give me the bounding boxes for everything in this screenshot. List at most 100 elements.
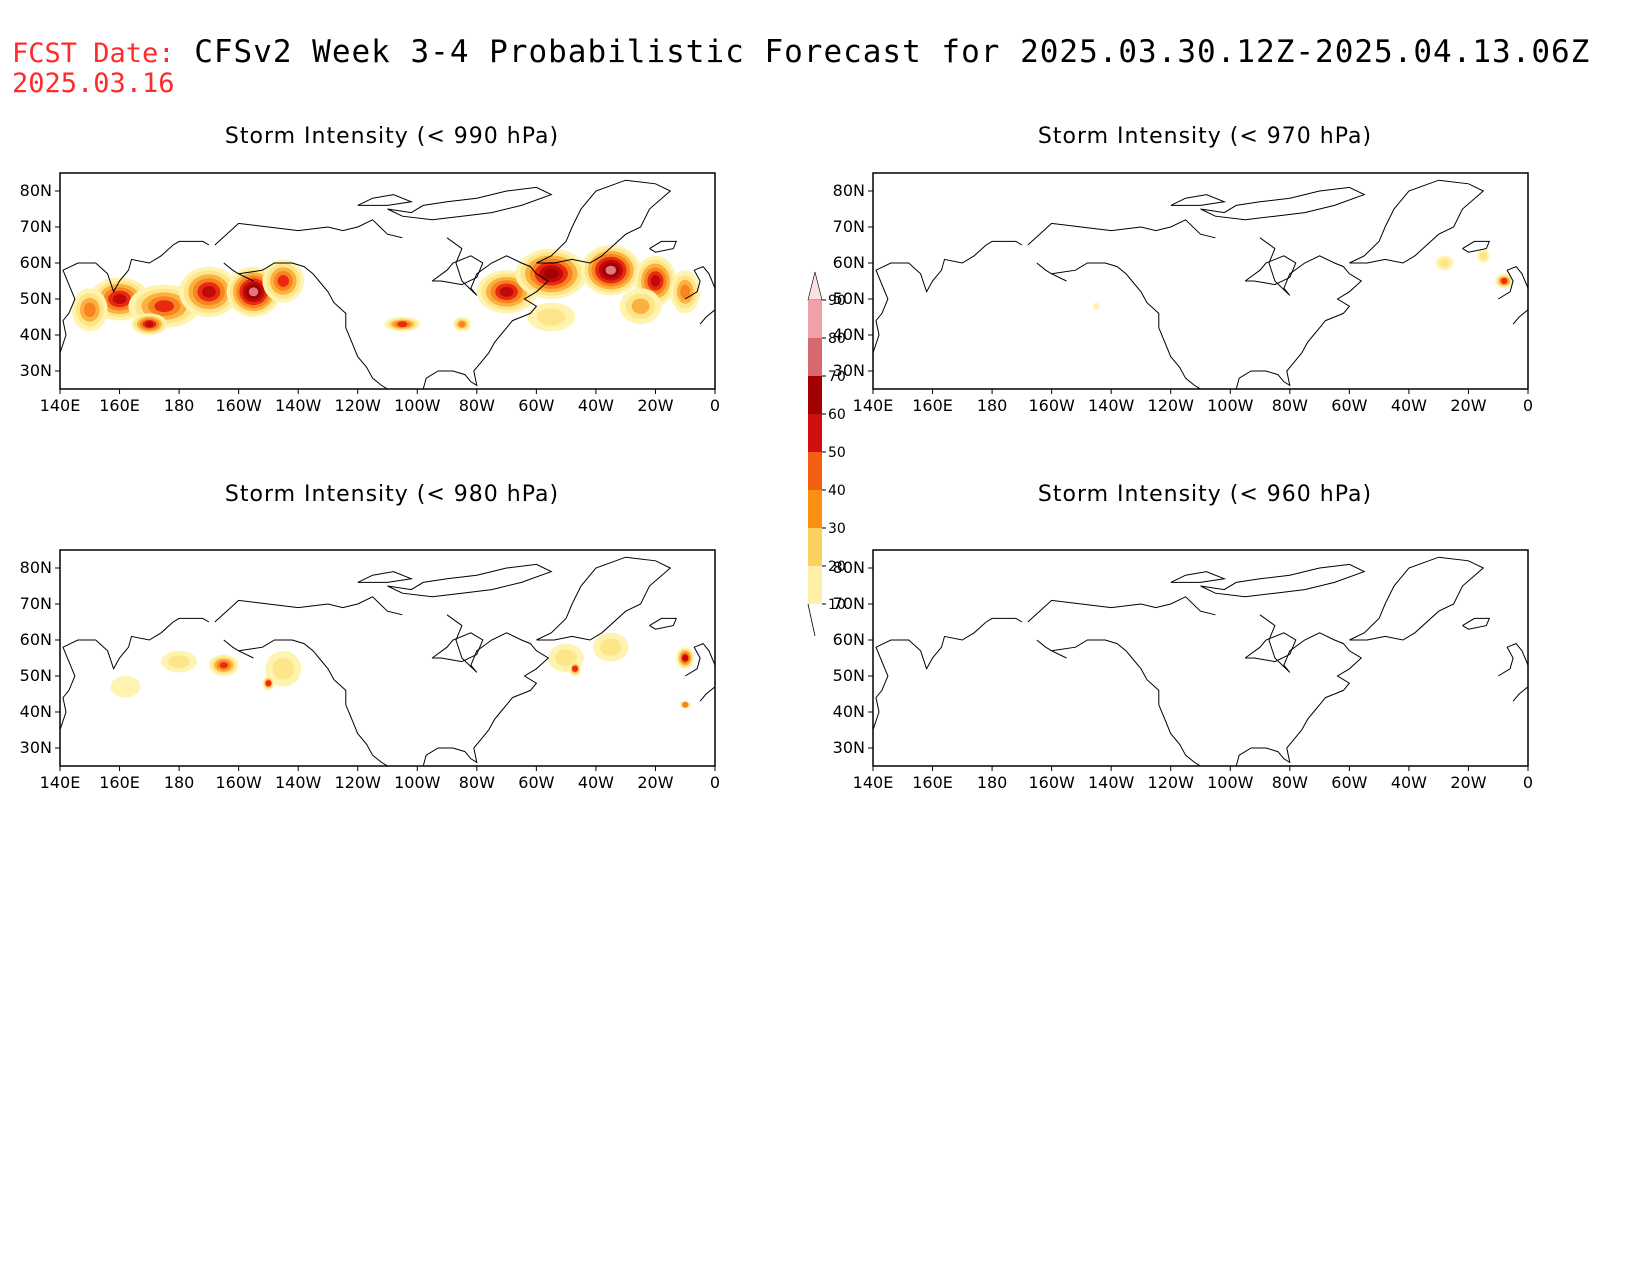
colorbar-swatch: [808, 414, 822, 452]
probability-area: [112, 294, 127, 304]
coastline: [873, 617, 1023, 731]
lat-tick-label: 70N: [20, 217, 52, 236]
lon-tick-label: 0: [1523, 773, 1533, 792]
coastline: [1027, 596, 1216, 623]
coastline: [1497, 265, 1528, 300]
lon-tick-label: 180: [977, 773, 1008, 792]
lat-tick-label: 30N: [833, 361, 865, 380]
coastline: [60, 240, 210, 354]
lat-tick-label: 30N: [20, 361, 52, 380]
lon-tick-label: 40W: [578, 773, 614, 792]
coastline: [357, 194, 414, 206]
probability-area: [1093, 302, 1100, 310]
colorbar-swatch: [808, 490, 822, 528]
coastline: [1512, 686, 1528, 702]
lat-tick-label: 70N: [20, 594, 52, 613]
coastline: [1036, 262, 1202, 389]
lon-tick-label: 20W: [1450, 773, 1486, 792]
lat-tick-label: 30N: [833, 738, 865, 757]
coastline: [422, 614, 550, 766]
coastline: [1462, 617, 1491, 630]
probability-area: [154, 300, 174, 313]
probability-area: [277, 275, 289, 287]
lon-tick-label: 60W: [518, 773, 554, 792]
colorbar-label: 10: [828, 597, 846, 613]
colorbar-label: 40: [828, 483, 846, 499]
lat-tick-label: 70N: [833, 217, 865, 236]
probability-area: [265, 680, 272, 687]
coastline: [684, 642, 715, 677]
coastline: [1235, 237, 1363, 389]
lon-tick-label: 100W: [1207, 396, 1254, 415]
colorbar-swatch: [808, 300, 822, 338]
lon-tick-label: 120W: [1148, 396, 1195, 415]
coastline: [1036, 639, 1202, 766]
coastline: [60, 617, 210, 731]
map-panel-980: 80N 70N 60N 50N 40N 30N 140E 160E 180 160W 140W 120…: [10, 542, 780, 807]
probability-area: [145, 321, 154, 328]
map-frame: [59, 549, 716, 767]
coastline: [422, 237, 550, 389]
lon-tick-label: 20W: [637, 773, 673, 792]
lon-tick-label: 120W: [335, 396, 382, 415]
probability-area: [397, 321, 408, 328]
coastline: [357, 571, 414, 583]
probability-area: [544, 268, 559, 279]
probability-area: [458, 321, 465, 328]
probability-area: [110, 676, 141, 698]
lon-tick-label: 100W: [394, 773, 441, 792]
lat-tick-label: 80N: [20, 181, 52, 200]
panel-title-980: Storm Intensity (< 980 hPa): [224, 482, 560, 507]
lat-tick-label: 50N: [833, 289, 865, 308]
lat-tick-label: 40N: [833, 702, 865, 721]
lat-tick-label: 80N: [20, 558, 52, 577]
lon-tick-label: 140E: [853, 396, 894, 415]
lat-tick-label: 80N: [833, 181, 865, 200]
lon-tick-label: 0: [1523, 396, 1533, 415]
coastline: [536, 179, 672, 264]
lon-tick-label: 100W: [394, 396, 441, 415]
coastline: [387, 186, 553, 221]
lon-tick-label: 180: [977, 396, 1008, 415]
coastline: [1349, 556, 1485, 641]
map-frame: [59, 172, 716, 390]
colorbar-label: 50: [828, 445, 846, 461]
lat-tick-label: 50N: [833, 666, 865, 685]
lon-tick-label: 100W: [1207, 773, 1254, 792]
coastline: [223, 262, 389, 389]
probability-area: [600, 638, 622, 656]
map-panel-970: 80N 70N 60N 50N 40N 30N 140E 160E 180 160W 140W 120…: [823, 165, 1593, 430]
coastline: [536, 556, 672, 641]
lon-tick-label: 60W: [1331, 773, 1367, 792]
probability-area: [682, 655, 689, 661]
fcst-date-label: FCST Date:: [12, 38, 175, 69]
colorbar-label: 80: [828, 331, 846, 347]
lon-tick-label: 160W: [215, 396, 262, 415]
coastline: [1235, 614, 1363, 766]
lon-tick-label: 40W: [1391, 773, 1427, 792]
probability-area: [555, 649, 577, 667]
lon-tick-label: 180: [164, 773, 195, 792]
forecast-title: CFSv2 Week 3-4 Probabilistic Forecast fo…: [194, 34, 1591, 70]
coastline: [1200, 186, 1366, 221]
lon-tick-label: 0: [710, 773, 720, 792]
lon-tick-label: 160E: [912, 773, 953, 792]
map-frame: [872, 549, 1529, 767]
lat-tick-label: 50N: [20, 289, 52, 308]
lat-tick-label: 40N: [20, 702, 52, 721]
coastline: [431, 632, 484, 663]
lon-tick-label: 180: [164, 396, 195, 415]
lat-tick-label: 30N: [20, 738, 52, 757]
probability-area: [1439, 258, 1450, 268]
coastline: [1244, 632, 1297, 663]
probability-area: [682, 701, 689, 708]
lon-tick-label: 140E: [853, 773, 894, 792]
colorbar-label: 90: [828, 293, 846, 309]
probability-area: [272, 658, 295, 680]
lon-tick-label: 160E: [912, 396, 953, 415]
lon-tick-label: 80W: [459, 773, 495, 792]
lon-tick-label: 140E: [40, 773, 81, 792]
lon-tick-label: 80W: [1272, 773, 1308, 792]
coastline: [684, 265, 715, 300]
map-frame: [872, 172, 1529, 390]
